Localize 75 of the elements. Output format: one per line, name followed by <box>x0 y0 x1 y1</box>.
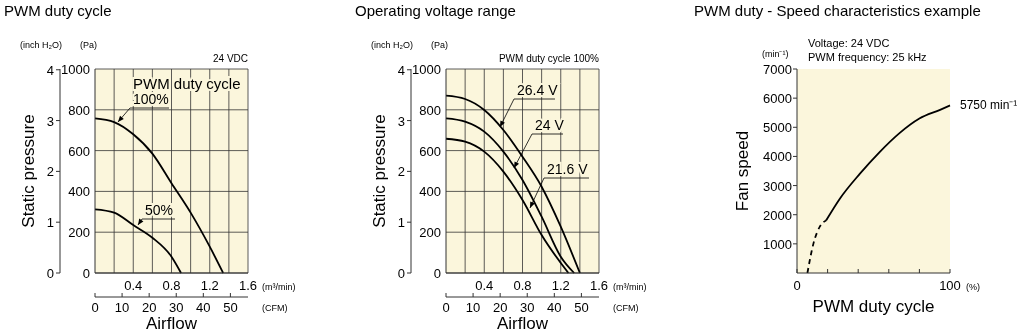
text: PWM frequency: 25 kHz <box>808 51 927 63</box>
y2-tick-label: 1 <box>397 215 405 231</box>
line-series <box>94 117 225 274</box>
y-tick-label: 7000 <box>763 62 792 77</box>
y-tick-label: 3000 <box>763 178 792 194</box>
x2-tick-label: 30 <box>169 300 184 315</box>
y2-tick-label: 2 <box>397 164 405 180</box>
text: (inch H₂O) <box>20 40 62 50</box>
x-tick-label: 0.4 <box>475 278 494 293</box>
text: 24 VDC <box>212 53 248 64</box>
x2-tick-label: 10 <box>465 300 481 315</box>
line-series <box>445 117 576 274</box>
y2-tick-label: 4 <box>397 62 405 78</box>
text: (CFM) <box>613 303 639 313</box>
text: (m³/min) <box>262 282 296 292</box>
x-axis-title: Airflow <box>496 314 549 333</box>
text: (Pa) <box>431 40 449 50</box>
x2-tick-label: 30 <box>520 300 535 315</box>
y2-axis-title: Static pressure <box>370 114 389 228</box>
x-tick-label: 0.8 <box>162 278 181 293</box>
text: (%) <box>966 282 980 292</box>
text: (inch H₂O) <box>371 40 413 50</box>
x2-tick-label: 20 <box>141 300 157 315</box>
y-tick-label: 1000 <box>412 62 441 77</box>
y2-tick-label: 3 <box>46 113 54 129</box>
y-tick-label: 6000 <box>763 91 792 107</box>
text: (min⁻¹) <box>762 49 789 59</box>
text: (CFM) <box>262 303 288 313</box>
text: (Pa) <box>80 40 98 50</box>
x-tick-label: 0.4 <box>124 278 143 293</box>
y-tick-label: 600 <box>68 143 90 159</box>
x-tick-label: 0.8 <box>513 278 532 293</box>
x-tick-label: 1.6 <box>238 278 258 293</box>
chart-title: PWM duty cycle <box>4 2 112 19</box>
x-tick-label: 1.6 <box>589 278 609 293</box>
y-tick-label: 1000 <box>61 62 90 77</box>
x2-tick-label: 50 <box>223 300 238 315</box>
y2-tick-label: 1 <box>46 215 54 231</box>
text: Voltage: 24 VDC <box>808 37 890 49</box>
text: PWM duty cycle 100% <box>498 53 600 64</box>
y2-tick-label: 4 <box>46 62 54 78</box>
y2-axis-title: Static pressure <box>19 114 38 228</box>
chart-title: PWM duty - Speed characteristics example <box>694 2 981 19</box>
y-tick-label: 600 <box>419 143 441 159</box>
x-tick-label: 100 <box>939 278 961 293</box>
y-tick-label: 800 <box>419 102 441 118</box>
y-axis-title: Fan speed <box>733 130 752 212</box>
y-tick-label: 1000 <box>763 236 792 252</box>
x-axis-title: Airflow <box>145 314 198 333</box>
y2-tick-label: 2 <box>46 164 54 180</box>
annotation: 5750 min⁻¹ <box>960 98 1018 113</box>
y-tick-label: 200 <box>419 225 441 241</box>
y-tick-label: 400 <box>419 184 441 200</box>
y-tick-label: 0 <box>82 266 90 281</box>
x2-tick-label: 40 <box>196 300 211 315</box>
legend-label: 21.6 V <box>547 161 589 177</box>
x2-tick-label: 50 <box>574 300 589 315</box>
y-tick-label: 0 <box>433 266 441 281</box>
text: (m³/min) <box>613 282 647 292</box>
y-tick-label: 800 <box>68 102 90 118</box>
x-tick-label: 1.2 <box>200 278 219 293</box>
chart-title: Operating voltage range <box>355 2 516 19</box>
x2-tick-label: 20 <box>492 300 508 315</box>
y-tick-label: 4000 <box>763 149 792 165</box>
y-tick-label: 200 <box>68 225 90 241</box>
x-tick-label: 1.2 <box>551 278 570 293</box>
y-tick-label: 2000 <box>763 207 792 223</box>
x2-tick-label: 40 <box>547 300 562 315</box>
y-tick-label: 400 <box>68 184 90 200</box>
y2-tick-label: 3 <box>397 113 405 129</box>
y-tick-label: 5000 <box>763 120 792 136</box>
y2-tick-label: 0 <box>397 266 405 281</box>
y2-tick-label: 0 <box>46 266 54 281</box>
x2-tick-label: 10 <box>114 300 130 315</box>
x-axis-title: PWM duty cycle <box>812 297 935 316</box>
